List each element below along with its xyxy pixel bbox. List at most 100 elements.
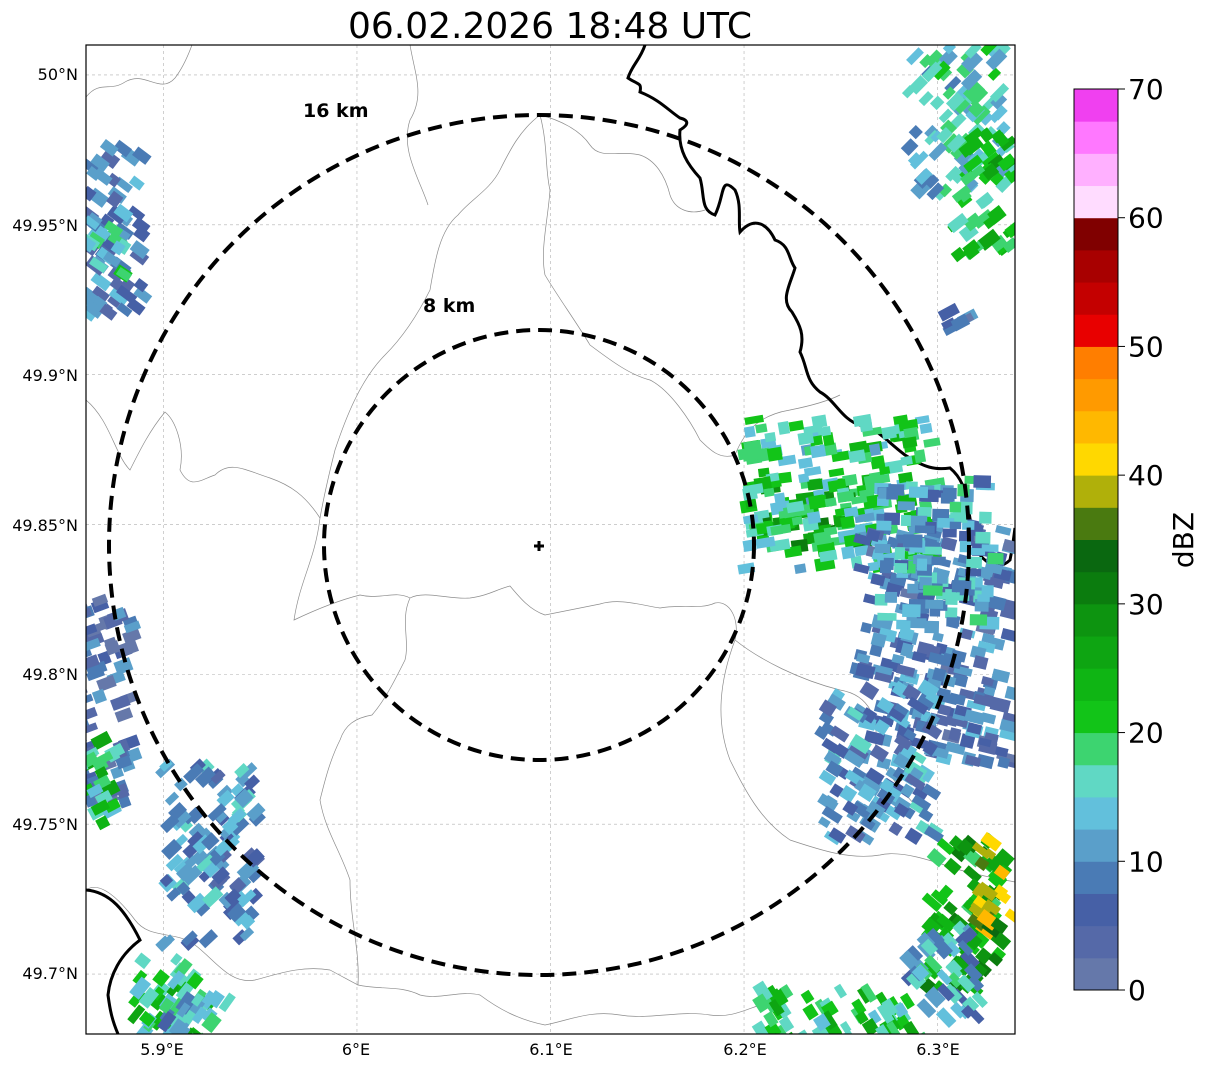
colorbar-bin [1074, 410, 1118, 444]
echo-cell [888, 821, 903, 837]
range-rings [107, 113, 971, 977]
echo-cell [86, 706, 98, 721]
lat-tick-label: 49.9°N [22, 366, 78, 385]
echo-cell [957, 188, 972, 203]
echo-cell [974, 599, 989, 612]
echo-cell [828, 827, 847, 844]
echo-cell [791, 516, 803, 526]
echo-cell [246, 802, 266, 822]
echo-cell [956, 838, 975, 856]
echo-cell [860, 707, 878, 724]
echo-cell [814, 725, 830, 740]
boundary-line [86, 45, 193, 98]
echo-cell [860, 621, 873, 634]
echo-cell [888, 707, 906, 723]
echo-cell [818, 710, 835, 726]
echo-cell [937, 302, 960, 322]
echo-cell [946, 133, 967, 153]
range-ring-16km [107, 113, 971, 977]
echo-cell [925, 599, 944, 610]
echo-cell [911, 963, 930, 982]
echo-cell [945, 607, 958, 619]
boundary-line [406, 45, 429, 206]
echo-cell [904, 827, 923, 845]
echo-cell [918, 808, 934, 823]
echo-cell [127, 205, 146, 222]
echo-cell [122, 628, 142, 644]
colorbar-frame [1073, 88, 1119, 991]
echo-cell [906, 969, 927, 991]
echo-cell [110, 694, 131, 711]
echo-cell [95, 815, 111, 831]
echo-cell [833, 983, 848, 999]
echo-cell [879, 560, 892, 574]
echo-cell [978, 195, 993, 209]
echo-cell [936, 913, 956, 933]
echo-cell [846, 706, 864, 721]
echo-cell [981, 632, 995, 645]
echo-cell [879, 466, 891, 476]
echo-cell [850, 495, 868, 505]
echo-cell [198, 929, 219, 949]
echo-cell [999, 135, 1015, 152]
echo-cell [926, 847, 947, 868]
echo-cell [936, 968, 953, 986]
echo-cell [916, 558, 928, 571]
ring-label-16km: 16 km [303, 100, 369, 122]
echo-cell [175, 980, 196, 1002]
echo-cell [947, 972, 963, 989]
echo-cell [92, 285, 110, 302]
echo-cell [90, 153, 110, 172]
echo-cell [998, 729, 1015, 742]
echo-cell [980, 45, 997, 57]
echo-cell [881, 425, 897, 440]
echo-cell [990, 234, 1008, 253]
echo-cell [86, 783, 104, 799]
echo-cell [898, 627, 915, 641]
echo-cell [741, 446, 761, 462]
echo-cell [215, 857, 230, 872]
echo-cell [876, 520, 892, 531]
echo-cell [128, 175, 145, 191]
echo-cell [989, 696, 1011, 714]
echo-cell [788, 420, 805, 432]
echo-cell [830, 688, 846, 703]
echo-cell [940, 536, 958, 552]
echo-cell [945, 165, 961, 182]
echo-cell [864, 730, 885, 746]
echo-cell [857, 1036, 872, 1050]
echo-cell [987, 67, 1002, 81]
echo-cell [92, 295, 108, 310]
range-ring-8km [322, 328, 756, 762]
echo-cell [224, 888, 242, 906]
echo-cell [966, 556, 983, 569]
echo-cell [910, 750, 927, 765]
echo-cell [849, 733, 872, 755]
echo-cell [916, 641, 934, 656]
colorbar-bin [1074, 249, 1118, 283]
lon-tick-label: 5.9°E [140, 1040, 184, 1059]
echo-cell [824, 497, 837, 508]
lat-tick-label: 49.8°N [22, 665, 78, 684]
echo-cell [921, 783, 942, 801]
echo-cell [152, 969, 170, 988]
echo-cell [985, 48, 1008, 71]
boundary-line [86, 399, 921, 811]
echo-cell [970, 164, 986, 179]
echo-cell [94, 225, 112, 242]
echo-cell [840, 515, 856, 529]
echo-cell [893, 802, 910, 818]
echo-cell [230, 816, 250, 836]
echo-cell [900, 455, 913, 466]
echo-cell [113, 203, 134, 223]
echo-cell [928, 651, 947, 666]
echo-cell [778, 1015, 795, 1033]
echo-cell [108, 285, 131, 306]
colorbar-bin [1074, 796, 1118, 830]
colorbar-bin [1074, 764, 1118, 798]
echo-cell [818, 549, 838, 563]
echo-cell [963, 212, 983, 232]
colorbar-bin [1074, 475, 1118, 508]
colorbar-bin [1074, 861, 1118, 894]
echo-cell [94, 789, 113, 806]
